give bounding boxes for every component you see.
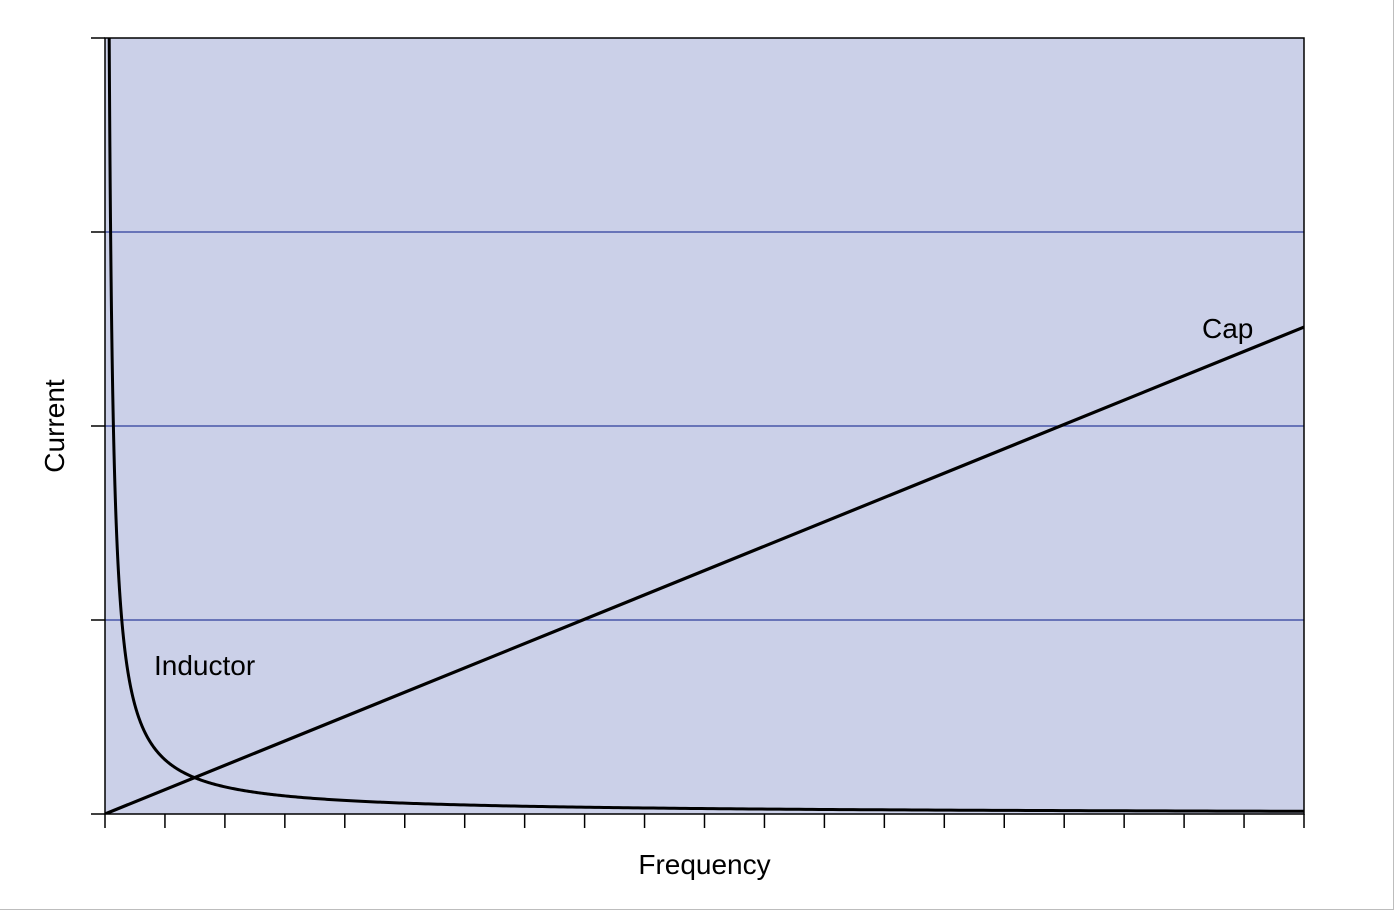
series-line-inductor — [107, 38, 1304, 813]
series-label-inductor: Inductor — [154, 650, 255, 681]
y-axis-label: Current — [39, 379, 70, 473]
gridlines — [105, 231, 1304, 621]
series-label-cap: Cap — [1202, 313, 1253, 344]
x-axis-label: Frequency — [638, 849, 770, 880]
series-line-cap — [105, 325, 1304, 814]
axis-ticks — [91, 37, 1305, 828]
plot-frame — [104, 37, 1305, 815]
series-lines — [105, 38, 1304, 814]
